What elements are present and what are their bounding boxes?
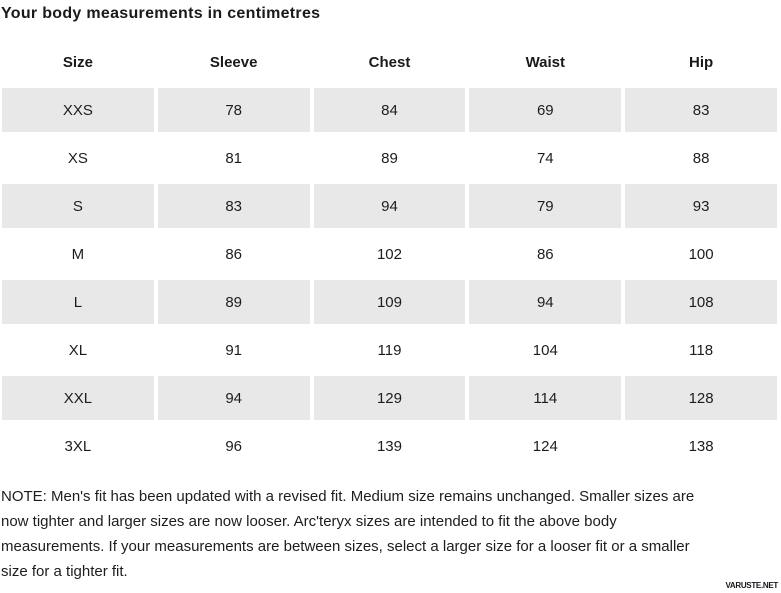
value-cell: 91: [157, 328, 310, 372]
table-row: L 89 109 94 108: [2, 280, 777, 324]
note-text: NOTE: Men's fit has been updated with a …: [1, 484, 781, 584]
note-line: NOTE: Men's fit has been updated with a …: [1, 488, 695, 505]
table-row: XXS 78 84 69 83: [2, 88, 777, 132]
value-cell: 138: [625, 424, 777, 468]
size-cell: XXS: [2, 88, 154, 132]
value-cell: 102: [313, 232, 466, 276]
value-cell: 104: [469, 328, 622, 372]
table-header-row: Size Sleeve Chest Waist Hip: [2, 40, 777, 84]
column-header: Sleeve: [157, 40, 310, 84]
table-body: XXS 78 84 69 83 XS 81 89 74 88 S 83 94 79 93 M 86 102 86 10…: [2, 88, 777, 468]
size-cell: M: [2, 232, 154, 276]
value-cell: 129: [313, 376, 466, 420]
size-chart-page: Your body measurements in centimetres Si…: [0, 4, 781, 590]
value-cell: 118: [625, 328, 777, 372]
value-cell: 81: [157, 136, 310, 180]
value-cell: 89: [157, 280, 310, 324]
table-row: XL 91 119 104 118: [2, 328, 777, 372]
value-cell: 128: [625, 376, 777, 420]
value-cell: 109: [313, 280, 466, 324]
value-cell: 74: [469, 136, 622, 180]
value-cell: 78: [157, 88, 310, 132]
value-cell: 89: [313, 136, 466, 180]
value-cell: 69: [469, 88, 622, 132]
value-cell: 93: [625, 184, 777, 228]
table-row: S 83 94 79 93: [2, 184, 777, 228]
value-cell: 79: [469, 184, 622, 228]
measurements-table: Size Sleeve Chest Waist Hip XXS 78 84 69 83 XS 81 8…: [0, 36, 781, 472]
value-cell: 139: [313, 424, 466, 468]
note-line: now tighter and larger sizes are now loo…: [1, 513, 617, 530]
size-cell: XS: [2, 136, 154, 180]
table-row: M 86 102 86 100: [2, 232, 777, 276]
size-cell: 3XL: [2, 424, 154, 468]
column-header: Size: [2, 40, 154, 84]
value-cell: 88: [625, 136, 777, 180]
value-cell: 114: [469, 376, 622, 420]
value-cell: 83: [157, 184, 310, 228]
size-cell: XL: [2, 328, 154, 372]
value-cell: 94: [469, 280, 622, 324]
value-cell: 84: [313, 88, 466, 132]
page-title: Your body measurements in centimetres: [1, 5, 321, 22]
table-row: XXL 94 129 114 128: [2, 376, 777, 420]
value-cell: 86: [157, 232, 310, 276]
value-cell: 96: [157, 424, 310, 468]
value-cell: 119: [313, 328, 466, 372]
size-cell: S: [2, 184, 154, 228]
note-line: measurements. If your measurements are b…: [1, 538, 690, 555]
value-cell: 100: [625, 232, 777, 276]
watermark: VARUSTE.NET: [725, 581, 778, 590]
value-cell: 86: [469, 232, 622, 276]
column-header: Hip: [625, 40, 777, 84]
table-row: 3XL 96 139 124 138: [2, 424, 777, 468]
column-header: Waist: [469, 40, 622, 84]
column-header: Chest: [313, 40, 466, 84]
table-header: Size Sleeve Chest Waist Hip: [2, 40, 777, 84]
value-cell: 94: [313, 184, 466, 228]
size-cell: L: [2, 280, 154, 324]
table-row: XS 81 89 74 88: [2, 136, 777, 180]
value-cell: 108: [625, 280, 777, 324]
size-cell: XXL: [2, 376, 154, 420]
value-cell: 83: [625, 88, 777, 132]
value-cell: 124: [469, 424, 622, 468]
note-line: size for a tighter fit.: [1, 563, 128, 580]
value-cell: 94: [157, 376, 310, 420]
